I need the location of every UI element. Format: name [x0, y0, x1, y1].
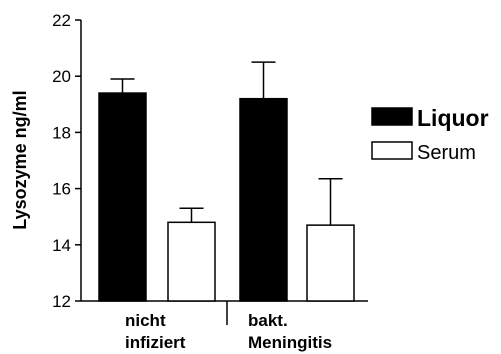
bar-serum-0	[167, 221, 216, 302]
legend-swatch-liquor	[371, 107, 413, 126]
y-axis-title: Lysozyme ng/ml	[10, 90, 30, 229]
bars	[98, 92, 355, 302]
bar-serum-1	[306, 224, 355, 302]
category-label: infiziert	[125, 333, 186, 352]
category-label: Meningitis	[248, 333, 332, 352]
y-tick-label: 12	[52, 292, 71, 311]
legend-label-serum: Serum	[417, 142, 476, 164]
legend-swatch-serum	[371, 141, 413, 160]
error-bars	[110, 61, 343, 226]
legend-label-liquor: Liquor	[417, 105, 489, 131]
category-label: nicht	[125, 311, 166, 330]
y-axis: 12 14 16 18 20 22	[52, 11, 82, 311]
y-tick-label: 20	[52, 67, 71, 86]
bar-liquor-1	[239, 97, 288, 302]
category-label: bakt.	[248, 311, 288, 330]
bar-liquor-0	[98, 92, 147, 302]
legend: Liquor Serum	[371, 105, 489, 164]
category-labels: nicht infiziert bakt. Meningitis	[125, 311, 332, 352]
y-tick-label: 16	[52, 180, 71, 199]
y-tick-label: 14	[52, 236, 71, 255]
y-tick-label: 22	[52, 11, 71, 30]
y-tick-label: 18	[52, 123, 71, 142]
